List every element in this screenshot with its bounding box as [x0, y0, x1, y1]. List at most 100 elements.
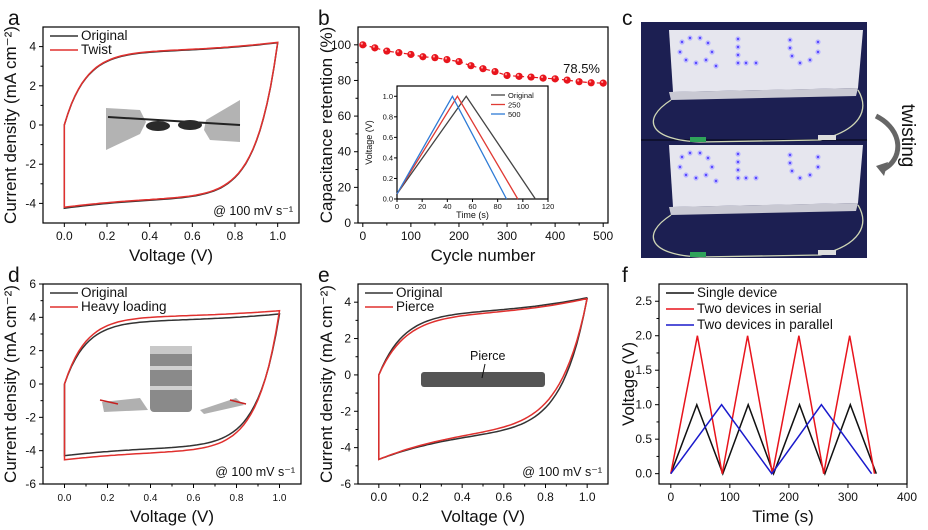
- led-core: [736, 37, 740, 41]
- retention-point: [539, 74, 547, 82]
- led-core: [788, 38, 792, 42]
- led-core: [698, 151, 702, 155]
- retention-point: [371, 44, 379, 52]
- scan-rate-annotation: @ 100 mV s⁻¹: [213, 204, 293, 218]
- x-tick-label: 200: [779, 490, 799, 504]
- x-tick-label: 100: [720, 490, 740, 504]
- wire: [229, 399, 247, 405]
- led-core: [788, 46, 792, 50]
- inset-series-line: [396, 95, 536, 200]
- y-axis-label: Capacitance retention (%): [317, 27, 336, 224]
- panel-letter: e: [318, 264, 330, 287]
- photo-before-twisting: [652, 30, 864, 143]
- y-tick-label: -2: [25, 410, 36, 424]
- retention-point: [527, 73, 535, 81]
- twisted-section: [178, 120, 202, 130]
- retention-point-highlight: [589, 80, 592, 83]
- led-core: [744, 176, 748, 180]
- x-tick-label: 0.0: [58, 493, 72, 504]
- x-tick-label: 0: [359, 229, 366, 243]
- inset-y-axis-label: Voltage (V): [364, 120, 374, 165]
- series-line: [63, 309, 281, 461]
- left-clip: [106, 108, 146, 150]
- led-core: [754, 176, 758, 180]
- legend-label: Pierce: [396, 299, 434, 314]
- inset-x-tick-label: 100: [517, 202, 530, 211]
- x-tick-label: 300: [497, 229, 517, 243]
- inset-photo-pierced-fiber: Pierce: [421, 349, 545, 387]
- y-tick-label: 1.5: [635, 363, 652, 377]
- led-core: [678, 165, 682, 169]
- led-core: [688, 36, 692, 40]
- led-core: [710, 50, 714, 54]
- series-line: [670, 402, 878, 476]
- x-tick-label: 1.0: [273, 493, 287, 504]
- y-tick-label: 6: [29, 277, 36, 291]
- legend-label: Original: [81, 285, 128, 300]
- retention-point: [515, 72, 523, 80]
- retention-point-highlight: [408, 52, 411, 55]
- retention-point-highlight: [565, 77, 568, 80]
- x-tick-label: 1.0: [579, 490, 596, 504]
- led-core: [808, 58, 812, 62]
- led-core: [790, 169, 794, 173]
- retention-point-highlight: [516, 74, 520, 77]
- fiber-device: [421, 372, 545, 387]
- y-tick-label: 2: [29, 344, 36, 358]
- inset-gcd-chart: 0 20 40 60 80 100 120 0.0 0.2 0.4 0.6 0.8 1.0 Time (s…: [364, 85, 554, 220]
- pierce-arrow: [481, 363, 486, 379]
- inset-x-tick-label: 20: [418, 202, 426, 211]
- retention-point: [575, 78, 583, 86]
- panel-d: 0.0 0.2 0.4 0.6 0.8 1.0 -6 -4 -2 0 2 4 6 Voltage (V) C…: [1, 264, 302, 526]
- x-tick-label: 0.8: [227, 229, 244, 243]
- x-tick-label: 0.8: [537, 490, 554, 504]
- y-tick-label: -4: [25, 196, 36, 210]
- y-tick-label: -4: [340, 441, 351, 455]
- series-line: [378, 296, 588, 461]
- retention-point-highlight: [540, 75, 544, 79]
- legend-label: Original: [396, 285, 443, 300]
- retention-point-highlight: [384, 48, 387, 51]
- inset-legend-label: 250: [508, 101, 521, 110]
- y-tick-label: 4: [29, 310, 36, 324]
- y-tick-label: 4: [29, 40, 36, 54]
- x-tick-label: 0.6: [187, 493, 201, 504]
- y-tick-label: 4: [344, 295, 351, 309]
- led-core: [698, 36, 702, 40]
- led-core: [714, 64, 718, 68]
- led-core: [790, 54, 794, 58]
- retention-point: [359, 41, 367, 49]
- retention-point: [491, 67, 499, 76]
- y-tick-label: -2: [25, 157, 36, 171]
- y-tick-label: 0.0: [635, 467, 652, 481]
- led-core: [754, 61, 758, 65]
- inset-y-tick-label: 0.6: [383, 133, 393, 142]
- series-line: [670, 403, 873, 475]
- white-clip: [818, 135, 836, 140]
- twisted-section: [146, 121, 170, 131]
- right-clip: [200, 398, 244, 414]
- led-core: [680, 155, 684, 159]
- inset-x-tick-label: 60: [468, 202, 476, 211]
- retention-point-highlight: [444, 57, 448, 60]
- led-core: [798, 176, 802, 180]
- led-core: [688, 151, 692, 155]
- x-axis-label: Cycle number: [431, 246, 536, 265]
- green-clip: [690, 137, 706, 142]
- led-core: [736, 176, 740, 180]
- led-core: [816, 165, 820, 169]
- y-axis-label: Voltage (V): [619, 342, 638, 426]
- y-tick-label: 100: [331, 38, 351, 52]
- series-line: [63, 41, 279, 209]
- y-tick-label: 0: [344, 368, 351, 382]
- x-tick-label: 0.4: [141, 229, 158, 243]
- y-tick-label: 0: [344, 216, 351, 230]
- retention-point-highlight: [492, 69, 496, 72]
- led-core: [694, 176, 698, 180]
- twisting-arrow-icon: [874, 113, 901, 173]
- panel-c: c twisting: [622, 7, 918, 258]
- led-core: [788, 153, 792, 157]
- y-tick-label: 20: [338, 180, 352, 194]
- legend-label: Two devices in serial: [697, 301, 822, 316]
